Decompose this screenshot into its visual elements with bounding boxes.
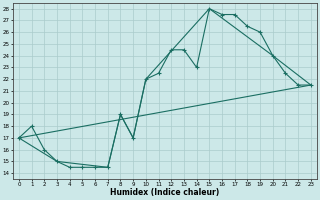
X-axis label: Humidex (Indice chaleur): Humidex (Indice chaleur) [110, 188, 220, 197]
